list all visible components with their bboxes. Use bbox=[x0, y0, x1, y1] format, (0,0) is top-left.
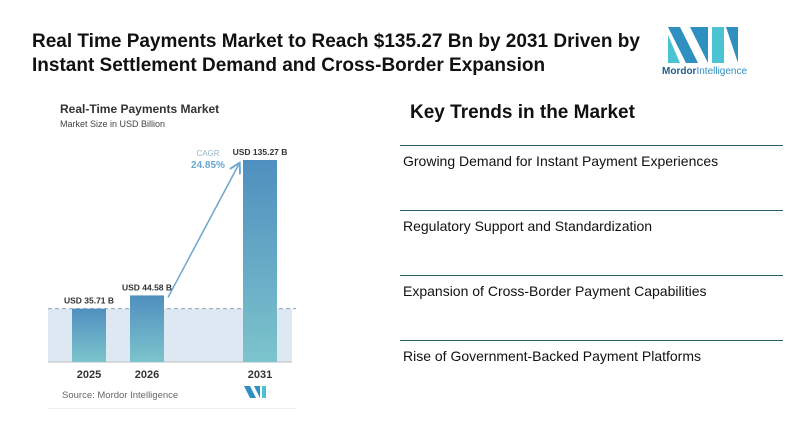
x-tick-label: 2031 bbox=[248, 369, 272, 381]
x-tick-label: 2025 bbox=[77, 369, 101, 381]
trend-item: Growing Demand for Instant Payment Exper… bbox=[400, 145, 783, 169]
bar-2031 bbox=[243, 160, 277, 362]
logo-mark-icon bbox=[668, 27, 738, 63]
logo-text-bold: Mordor bbox=[662, 66, 697, 77]
cagr-label: CAGR bbox=[196, 149, 219, 158]
data-label: USD 35.71 B bbox=[64, 296, 114, 306]
chart-title: Real-Time Payments Market bbox=[60, 102, 220, 116]
cagr-arrow bbox=[167, 164, 239, 298]
page-title: Real Time Payments Market to Reach $135.… bbox=[32, 31, 640, 76]
chart-subtitle: Market Size in USD Billion bbox=[60, 119, 166, 129]
trends-title: Key Trends in the Market bbox=[410, 102, 635, 123]
trend-item: Regulatory Support and Standardization bbox=[400, 210, 783, 234]
source-logo-icon bbox=[244, 386, 266, 398]
trend-item: Expansion of Cross-Border Payment Capabi… bbox=[400, 275, 783, 299]
trend-item: Rise of Government-Backed Payment Platfo… bbox=[400, 340, 783, 364]
data-label: USD 135.27 B bbox=[233, 147, 288, 157]
chart-card: USD 35.71 B 2025 USD 44.58 B 2026 USD 135.27… bbox=[48, 96, 296, 409]
logo-text: Intelligence bbox=[696, 66, 748, 77]
mordor-logo: MordorIntelligence bbox=[662, 27, 762, 82]
bar-2025 bbox=[72, 308, 106, 362]
x-tick-label: 2026 bbox=[135, 369, 159, 381]
bar-chart: USD 35.71 B 2025 USD 44.58 B 2026 USD 135.27… bbox=[48, 147, 296, 398]
cagr-value: 24.85% bbox=[191, 160, 225, 171]
data-label: USD 44.58 B bbox=[122, 282, 172, 292]
bar-2026 bbox=[130, 295, 164, 362]
chart-source: Source: Mordor Intelligence bbox=[62, 390, 179, 401]
